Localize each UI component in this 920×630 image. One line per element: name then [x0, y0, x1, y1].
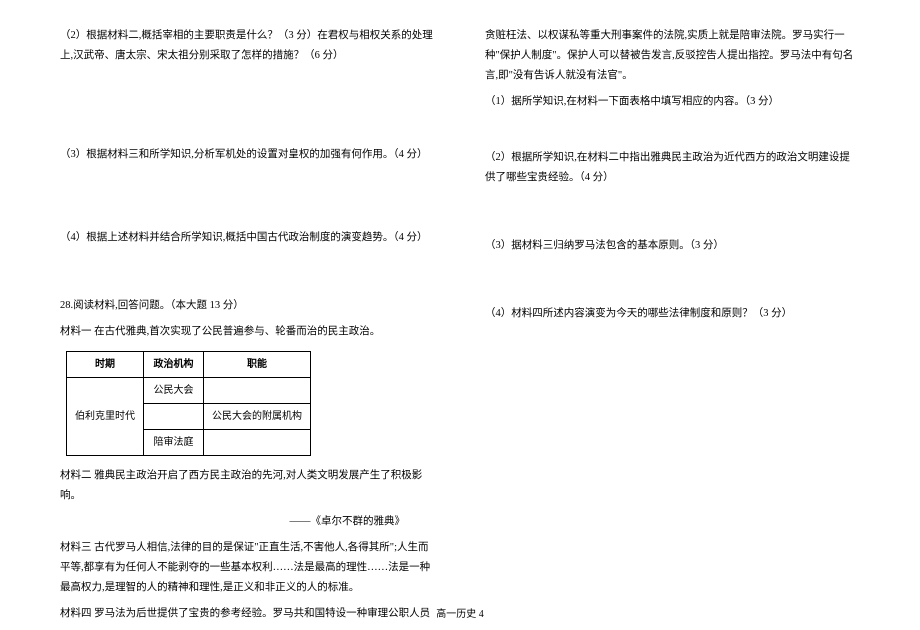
material-3: 材料三 古代罗马人相信,法律的目的是保证"正直生活,不害他人,各得其所";人生而… — [60, 538, 435, 598]
sub-q2: （2）根据所学知识,在材料二中指出雅典民主政治为近代西方的政治文明建设提供了哪些… — [485, 148, 860, 194]
cell-inst-2 — [144, 404, 204, 430]
table-row: 时期 政治机构 职能 — [67, 352, 311, 378]
q1-text: （1）据所学知识,在材料一下面表格中填写相应的内容。（3 分） — [485, 92, 860, 112]
th-period: 时期 — [67, 352, 144, 378]
sub-q1: （1）据所学知识,在材料一下面表格中填写相应的内容。（3 分） — [485, 92, 860, 118]
q3r-text: （3）据材料三归纳罗马法包含的基本原则。（3 分） — [485, 236, 860, 256]
question-2: （2）根据材料二,概括宰相的主要职责是什么？（3 分）在君权与相权关系的处理上,… — [60, 26, 435, 72]
q2-text: （2）根据材料二,概括宰相的主要职责是什么？（3 分）在君权与相权关系的处理上,… — [60, 26, 435, 66]
q28-head: 28.阅读材料,回答问题。（本大题 13 分） — [60, 296, 435, 316]
table-row: 伯利克里时代 公民大会 — [67, 378, 311, 404]
th-institution: 政治机构 — [144, 352, 204, 378]
left-column: （2）根据材料二,概括宰相的主要职责是什么？（3 分）在君权与相权关系的处理上,… — [60, 26, 435, 630]
cell-func-1 — [204, 378, 311, 404]
material-1: 材料一 在古代雅典,首次实现了公民普遍参与、轮番而治的民主政治。 — [60, 322, 435, 342]
politics-table: 时期 政治机构 职能 伯利克里时代 公民大会 公民大会的附属机构 陪审法庭 — [66, 351, 311, 456]
question-28: 28.阅读材料,回答问题。（本大题 13 分） 材料一 在古代雅典,首次实现了公… — [60, 296, 435, 630]
cell-period: 伯利克里时代 — [67, 378, 144, 456]
right-column: 贪赃枉法、以权谋私等重大刑事案件的法院,实质上就是陪审法院。罗马实行一种"保护人… — [485, 26, 860, 630]
q2r-text: （2）根据所学知识,在材料二中指出雅典民主政治为近代西方的政治文明建设提供了哪些… — [485, 148, 860, 188]
cell-func-3 — [204, 430, 311, 456]
q3-text: （3）根据材料三和所学知识,分析军机处的设置对皇权的加强有何作用。（4 分） — [60, 145, 435, 165]
material-2b: ——《卓尔不群的雅典》 — [60, 512, 435, 532]
cell-inst-3: 陪审法庭 — [144, 430, 204, 456]
cell-func-2: 公民大会的附属机构 — [204, 404, 311, 430]
q4-text: （4）根据上述材料并结合所学知识,概括中国古代政治制度的演变趋势。（4 分） — [60, 228, 435, 248]
q4r-text: （4）材料四所述内容演变为今天的哪些法律制度和原则？（3 分） — [485, 304, 860, 324]
th-function: 职能 — [204, 352, 311, 378]
material-2a: 材料二 雅典民主政治开启了西方民主政治的先河,对人类文明发展产生了积极影响。 — [60, 466, 435, 506]
cell-inst-1: 公民大会 — [144, 378, 204, 404]
page-footer: 高一历史 4 — [0, 605, 920, 624]
question-3: （3）根据材料三和所学知识,分析军机处的设置对皇权的加强有何作用。（4 分） — [60, 145, 435, 171]
question-4: （4）根据上述材料并结合所学知识,概括中国古代政治制度的演变趋势。（4 分） — [60, 228, 435, 254]
sub-q3: （3）据材料三归纳罗马法包含的基本原则。（3 分） — [485, 236, 860, 262]
sub-q4: （4）材料四所述内容演变为今天的哪些法律制度和原则？（3 分） — [485, 304, 860, 330]
material-4-cont: 贪赃枉法、以权谋私等重大刑事案件的法院,实质上就是陪审法院。罗马实行一种"保护人… — [485, 26, 860, 86]
